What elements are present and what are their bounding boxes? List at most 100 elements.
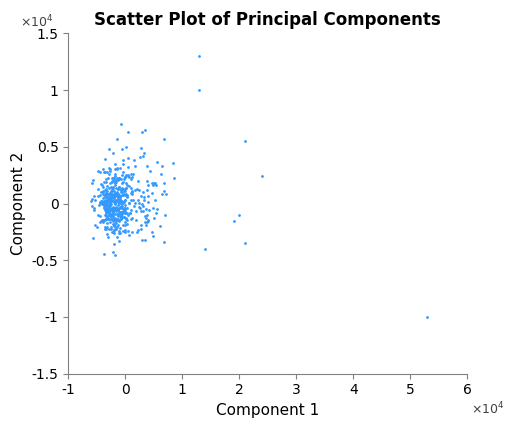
Point [107,197,115,204]
Point [109,230,118,237]
Point [110,215,119,222]
Point [110,226,118,233]
Point [144,192,152,199]
Point [120,208,128,214]
Point [133,228,141,235]
Point [139,203,147,210]
Point [151,182,159,189]
Point [102,211,110,218]
Point [98,181,106,188]
Point [141,127,149,134]
Point [121,197,130,204]
Point [133,186,141,193]
Point [107,212,116,219]
Point [122,215,130,222]
Point [106,190,114,197]
Point [120,205,128,211]
Point [116,209,124,216]
Point [104,195,112,202]
Point [109,221,117,227]
Point [109,205,118,212]
Point [158,191,166,198]
Point [110,176,118,183]
Point [122,143,130,150]
Point [114,215,122,222]
Point [111,176,120,183]
Point [121,206,130,213]
Point [124,172,132,179]
Point [117,175,125,182]
Point [89,176,98,183]
Point [116,196,124,203]
Point [107,191,115,198]
Point [106,211,115,218]
Point [134,178,142,185]
Point [103,205,111,212]
Point [121,209,129,216]
Point [121,197,130,204]
Point [117,121,125,127]
Point [102,207,110,214]
Point [104,174,112,181]
Point [113,206,121,213]
Point [116,192,124,199]
Point [149,181,157,188]
Point [128,229,136,236]
Point [110,192,119,199]
Point [123,181,132,188]
Point [149,232,157,239]
Point [107,193,116,200]
Point [105,193,114,200]
Point [99,201,107,208]
Point [114,177,122,184]
Point [109,222,118,229]
Point [123,155,132,162]
Point [87,197,95,204]
Point [106,167,114,174]
Point [120,210,128,217]
Point [241,240,249,247]
Point [119,191,127,198]
Point [120,175,128,182]
Point [117,214,125,221]
Text: $\times10^4$: $\times10^4$ [20,13,54,30]
Point [106,204,115,211]
Point [146,167,154,174]
Point [104,212,112,219]
Point [105,171,113,178]
Point [127,206,135,213]
Point [118,214,126,221]
Point [124,211,132,218]
Point [100,217,108,224]
Point [131,199,139,206]
Point [112,204,120,211]
Point [97,181,105,188]
Point [156,222,164,229]
Point [108,209,117,216]
Point [120,214,128,221]
Point [96,188,105,195]
Point [149,205,157,211]
Point [103,202,111,209]
Point [106,200,114,207]
Point [109,205,117,211]
Point [104,208,112,215]
Point [116,230,124,237]
Point [136,154,144,161]
Point [99,199,107,206]
Point [116,212,124,219]
Point [423,314,431,320]
Point [99,217,107,224]
Point [106,201,114,208]
Point [94,193,102,199]
Point [136,205,144,212]
Point [107,215,116,222]
Point [108,215,116,222]
Point [114,194,122,201]
Point [101,224,109,230]
Point [114,199,122,206]
Point [119,199,127,206]
Point [101,156,109,163]
Point [143,211,152,218]
Point [87,179,95,186]
